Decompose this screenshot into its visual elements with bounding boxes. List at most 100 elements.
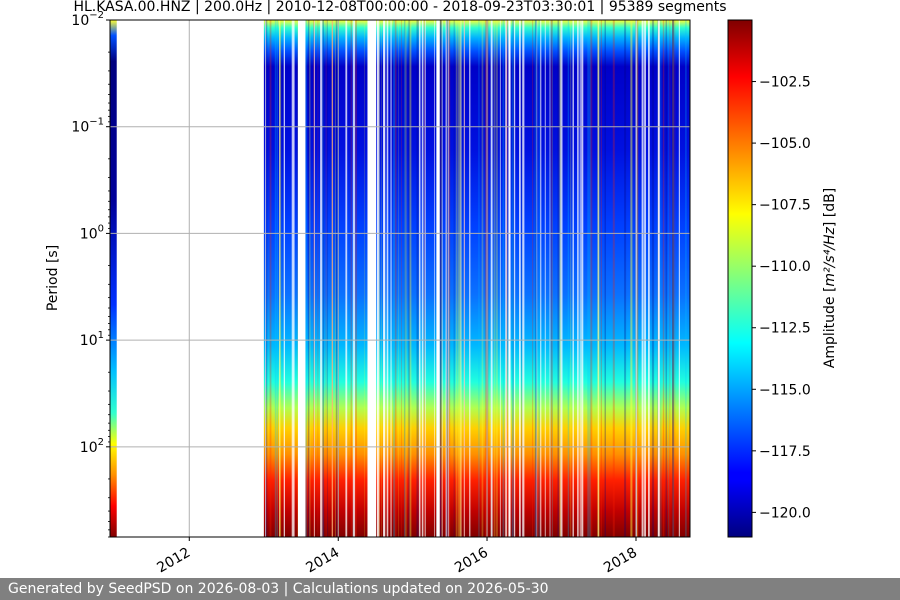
heatmap-streak [538, 20, 540, 537]
plot-area [109, 19, 691, 538]
heatmap-streak [657, 20, 659, 537]
heatmap-streak [579, 20, 581, 537]
heatmap-streak [327, 20, 328, 537]
data-gap [437, 20, 439, 537]
heatmap-streak [508, 20, 511, 537]
heatmap-streak [549, 20, 551, 537]
heatmap-streak [612, 20, 615, 537]
heatmap-streak [441, 20, 443, 537]
heatmap-streak [283, 20, 285, 537]
heatmap-streak [345, 20, 348, 537]
heatmap-streak [481, 20, 484, 537]
colorbar: −102.5 −105.0 −107.5 −110.0 −112.5 −115.0 −117… [727, 19, 838, 538]
heatmap-streak [460, 20, 462, 537]
footer-text: Generated by SeedPSD on 2026-08-03 | Cal… [8, 581, 549, 597]
heatmap-streak [678, 20, 680, 537]
heatmap-streak [309, 20, 311, 537]
footer-bar: Generated by SeedPSD on 2026-08-03 | Cal… [0, 578, 900, 600]
colorbar-tick-label: −110.0 [759, 259, 811, 275]
heatmap-streak [665, 20, 668, 537]
heatmap-streak [460, 20, 462, 537]
heatmap-streak [521, 20, 523, 537]
heatmap-streak [404, 20, 406, 537]
heatmap-streak [448, 20, 451, 537]
x-tick-label: 2016 [452, 545, 491, 577]
heatmap-streak [660, 20, 662, 537]
heatmap-streak [350, 20, 352, 537]
heatmap-streak [416, 20, 419, 537]
heatmap-streak [669, 20, 671, 537]
heatmap-streak [637, 20, 639, 537]
heatmap-streak [624, 20, 627, 537]
x-axis: 2012 2014 2016 2018 [154, 537, 640, 576]
heatmap-streak [551, 20, 553, 537]
heatmap-streak [276, 20, 278, 537]
y-tick-label: 102 [80, 437, 104, 456]
heatmap-streak [455, 20, 458, 537]
heatmap-streak [558, 20, 561, 537]
heatmap-streak [505, 20, 507, 537]
heatmap-streak [446, 20, 449, 537]
heatmap-streak [581, 20, 584, 537]
heatmap-streak [424, 20, 426, 537]
heatmap-streak [434, 20, 435, 537]
heatmap-streak [383, 20, 385, 537]
heatmap-streak [508, 20, 510, 537]
heatmap-streak [377, 20, 380, 537]
heatmap-streak [502, 20, 505, 537]
heatmap-streak [322, 20, 325, 537]
heatmap-streak [364, 20, 365, 537]
heatmap-streak [464, 20, 465, 537]
heatmap-streak [313, 20, 315, 537]
heatmap-streak [279, 20, 282, 537]
heatmap-streak [279, 20, 281, 537]
heatmap-streak [418, 20, 421, 537]
heatmap-streak [376, 20, 378, 537]
heatmap-streak [445, 20, 448, 537]
heatmap-streak [269, 20, 272, 537]
heatmap-streak [305, 20, 308, 537]
heatmap-streak [577, 20, 579, 537]
heatmap-streak [398, 20, 399, 537]
heatmap-streak [685, 20, 687, 537]
heatmap-streak [534, 20, 537, 537]
heatmap-streak [386, 20, 389, 537]
heatmap-streak [589, 20, 591, 537]
colorbar-label: Amplitude [m²/s⁴/Hz] [dB] [822, 188, 838, 368]
heatmap-streak [544, 20, 546, 537]
heatmap-streak [297, 20, 299, 537]
heatmap-streak [393, 20, 396, 537]
heatmap-streak [320, 20, 323, 537]
heatmap-streak [440, 20, 442, 537]
heatmap-streak [651, 20, 655, 537]
heatmap-streak [630, 20, 633, 537]
heatmap-streak [279, 20, 280, 537]
heatmap-streak [394, 20, 397, 537]
heatmap-strip [110, 20, 117, 537]
heatmap-streak [453, 20, 455, 537]
heatmap-streak [519, 20, 521, 537]
heatmap-streak [458, 20, 461, 537]
heatmap-streak [648, 20, 650, 537]
heatmap-streak [644, 20, 646, 537]
heatmap-streak [532, 20, 534, 537]
heatmap-streak [597, 20, 600, 537]
heatmap-streak [307, 20, 310, 537]
heatmap-streak [662, 20, 665, 537]
heatmap-streak [604, 20, 606, 537]
colorbar-tick-label: −115.0 [759, 382, 811, 398]
x-tick-label: 2014 [303, 545, 342, 577]
colorbar-tick-label: −102.5 [759, 75, 811, 91]
heatmap-streak [331, 20, 333, 537]
heatmap-streak [513, 20, 516, 537]
heatmap-streak [535, 20, 537, 537]
heatmap-streak [423, 20, 426, 537]
colorbar-tick-label: −120.0 [759, 505, 811, 521]
heatmap-streak [478, 20, 480, 537]
heatmap-streak [668, 20, 670, 537]
heatmap-streak [570, 20, 572, 537]
heatmap-streak [404, 20, 407, 537]
y-tick-label: 10−1 [71, 117, 104, 136]
x-tick-label: 2018 [601, 545, 640, 577]
heatmap-streak [590, 20, 593, 537]
